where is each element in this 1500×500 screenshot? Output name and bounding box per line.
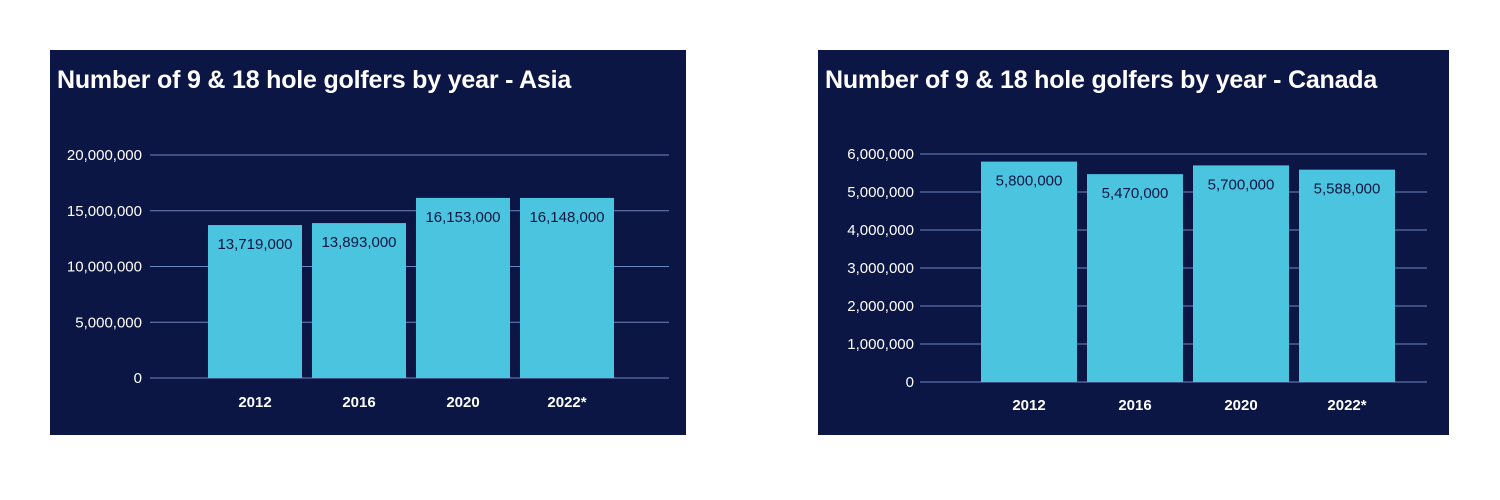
chart-title: Number of 9 & 18 hole golfers by year - … [825, 66, 1378, 94]
chart-panel-asia: Number of 9 & 18 hole golfers by year - … [50, 50, 686, 435]
data-label: 5,588,000 [1314, 181, 1381, 198]
bar-2016 [312, 223, 406, 378]
y-tick-label: 4,000,000 [847, 222, 914, 239]
chart-title: Number of 9 & 18 hole golfers by year - … [57, 66, 572, 94]
x-category-label: 2020 [1224, 397, 1257, 414]
x-category-label: 2012 [238, 394, 271, 411]
x-category-label: 2012 [1012, 397, 1045, 414]
y-tick-label: 10,000,000 [67, 259, 142, 276]
chart-panel-canada: Number of 9 & 18 hole golfers by year - … [818, 50, 1449, 435]
bar-2020 [416, 197, 510, 378]
bar-2016 [1087, 174, 1183, 382]
x-category-label: 2022* [1327, 397, 1366, 414]
data-label: 5,800,000 [996, 173, 1063, 190]
y-tick-label: 1,000,000 [847, 336, 914, 353]
y-tick-label: 3,000,000 [847, 260, 914, 277]
data-label: 5,700,000 [1208, 176, 1275, 193]
y-tick-label: 2,000,000 [847, 298, 914, 315]
y-tick-label: 15,000,000 [67, 203, 142, 220]
x-category-label: 2016 [342, 394, 375, 411]
bar-2012 [208, 225, 302, 378]
y-tick-label: 6,000,000 [847, 146, 914, 163]
bar-2020 [1193, 165, 1289, 382]
bar-chart-asia: 0 5,000,000 10,000,000 15,000,000 20,000,000… [67, 147, 669, 411]
y-tick-label: 20,000,000 [67, 147, 142, 164]
x-category-label: 2022* [547, 394, 586, 411]
bar-2022 [520, 197, 614, 378]
y-tick-label: 0 [906, 374, 914, 391]
data-label: 13,719,000 [217, 236, 292, 253]
x-category-label: 2016 [1118, 397, 1151, 414]
data-label: 13,893,000 [321, 234, 396, 251]
x-category-label: 2020 [446, 394, 479, 411]
bar-2022 [1299, 169, 1395, 382]
y-tick-label: 5,000,000 [75, 314, 142, 331]
bar-2012 [981, 161, 1077, 382]
bar-chart-canada: 0 1,000,000 2,000,000 3,000,000 4,000,000 5,0… [847, 146, 1427, 414]
y-tick-label: 0 [134, 370, 142, 387]
data-label: 16,148,000 [529, 209, 604, 226]
y-tick-label: 5,000,000 [847, 184, 914, 201]
data-label: 5,470,000 [1102, 185, 1169, 202]
data-label: 16,153,000 [425, 209, 500, 226]
